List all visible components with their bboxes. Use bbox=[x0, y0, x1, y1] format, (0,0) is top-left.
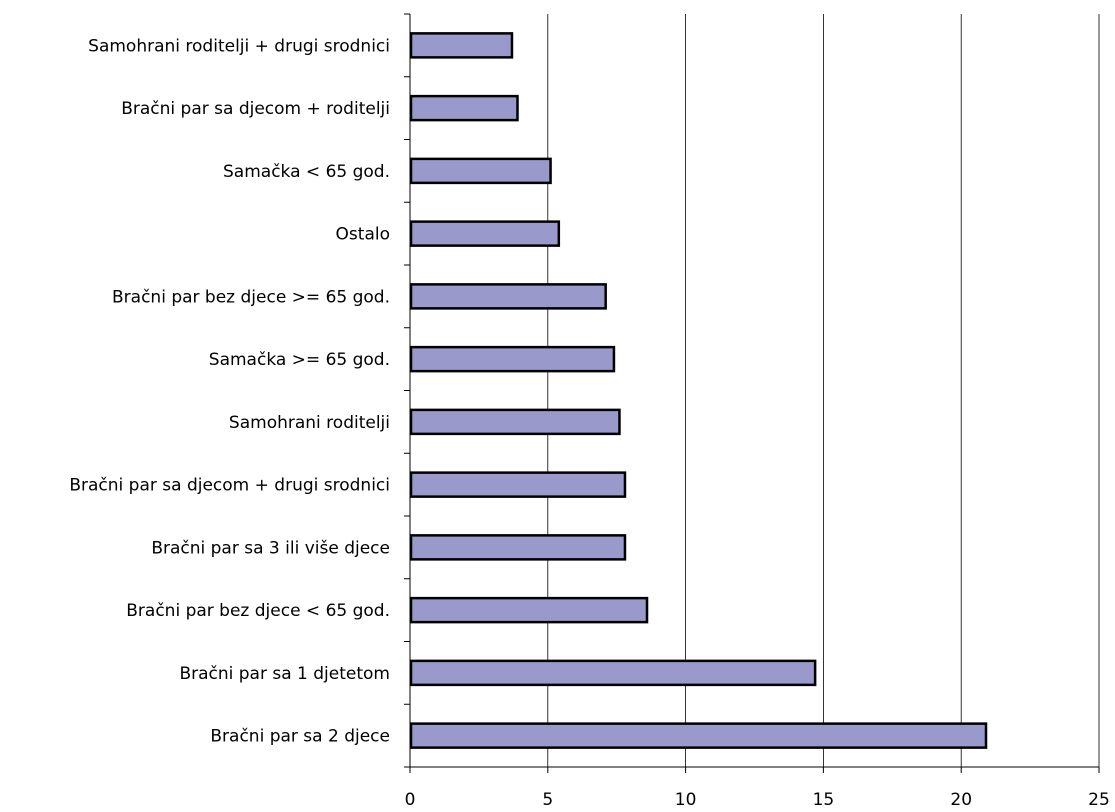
x-tick-labels: 0 5 10 15 20 25 bbox=[405, 790, 1110, 810]
bar-1 bbox=[409, 94, 519, 122]
category-label: Bračni par sa 1 djetetom bbox=[179, 664, 390, 684]
category-label: Samohrani roditelji bbox=[229, 413, 390, 433]
bar-5 bbox=[409, 345, 616, 373]
bar-6 bbox=[409, 408, 621, 436]
bar-10 bbox=[409, 659, 817, 687]
category-label: Samačka < 65 god. bbox=[223, 162, 390, 182]
bar-7 bbox=[409, 471, 627, 498]
bar-8 bbox=[409, 534, 627, 561]
category-label: Bračni par sa djecom + roditelji bbox=[121, 99, 390, 119]
category-label: Bračni par sa 2 djece bbox=[210, 727, 390, 747]
bar-2 bbox=[409, 157, 552, 185]
x-tick-label: 20 bbox=[950, 790, 972, 810]
x-tick-label: 0 bbox=[405, 790, 416, 810]
category-label: Bračni par bez djece < 65 god. bbox=[126, 601, 390, 621]
bar-3 bbox=[409, 220, 561, 247]
x-tick-label: 25 bbox=[1088, 790, 1110, 810]
bar-4 bbox=[409, 283, 607, 310]
x-tick-label: 5 bbox=[542, 790, 553, 810]
bar-11 bbox=[409, 722, 988, 749]
bars bbox=[409, 32, 988, 749]
category-labels: Samohrani roditelji + drugi srodnici Brač… bbox=[69, 36, 390, 746]
x-tick-label: 15 bbox=[813, 790, 835, 810]
x-tick-label: 10 bbox=[675, 790, 697, 810]
category-label: Bračni par bez djece >= 65 god. bbox=[112, 287, 390, 307]
category-label: Samohrani roditelji + drugi srodnici bbox=[88, 36, 390, 56]
bar-0 bbox=[409, 32, 514, 59]
axes bbox=[404, 13, 1100, 773]
category-label: Bračni par sa djecom + drugi srodnici bbox=[69, 476, 390, 496]
gridlines bbox=[547, 14, 1100, 767]
category-label: Samačka >= 65 god. bbox=[209, 350, 390, 370]
bar-9 bbox=[409, 596, 649, 624]
category-label: Bračni par sa 3 ili više djece bbox=[151, 538, 390, 558]
category-label: Ostalo bbox=[336, 225, 390, 245]
